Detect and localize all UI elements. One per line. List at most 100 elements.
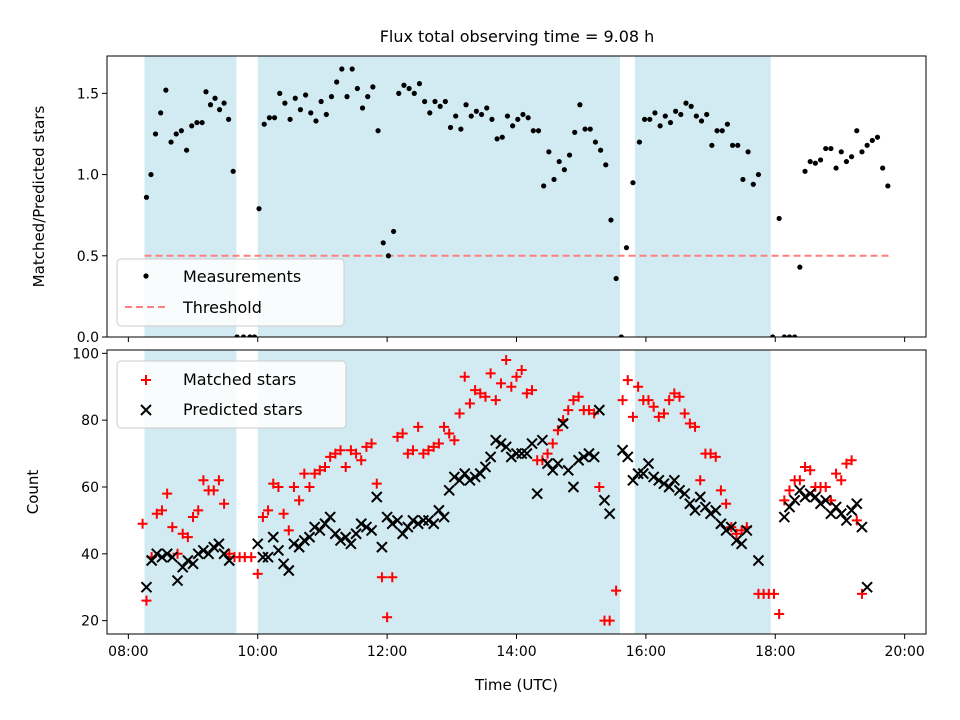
data-point (841, 458, 852, 469)
data-point (597, 147, 604, 153)
data-point (618, 334, 624, 337)
data-point (653, 411, 664, 422)
data-point (489, 116, 495, 122)
data-point (173, 131, 179, 137)
data-point (823, 145, 829, 152)
data-point (376, 541, 388, 553)
data-point (459, 371, 470, 382)
data-point (277, 90, 283, 96)
legend-label-measurements: Measurements (183, 267, 301, 286)
data-point (710, 451, 721, 462)
data-point (423, 445, 434, 456)
data-point (203, 89, 209, 95)
data-point (577, 102, 583, 108)
data-point (648, 401, 659, 412)
data-point (511, 371, 522, 382)
data-point (308, 110, 314, 116)
legend-marker-matched (141, 375, 151, 385)
data-point (515, 447, 528, 460)
data-point (587, 126, 593, 132)
data-point (794, 475, 805, 486)
data-point (719, 128, 725, 134)
data-point (314, 524, 326, 537)
data-point (221, 100, 227, 106)
legend-marker-measurements (143, 273, 149, 279)
data-point (781, 334, 787, 337)
x-axis-label: Time (UTC) (474, 676, 558, 694)
data-point (340, 461, 351, 472)
data-point (283, 525, 294, 536)
data-point (468, 113, 474, 119)
data-point (547, 438, 558, 449)
data-point (689, 504, 701, 517)
legend-box (116, 258, 345, 327)
data-point (365, 94, 371, 100)
data-point (495, 378, 506, 389)
data-point (484, 105, 490, 111)
data-point (145, 554, 158, 567)
data-point (547, 464, 559, 476)
data-point (820, 494, 832, 507)
data-point (268, 478, 279, 489)
data-point (371, 478, 382, 489)
data-point (647, 116, 653, 122)
data-point (641, 116, 648, 122)
data-point (402, 521, 414, 533)
data-point (643, 395, 654, 406)
y-tick-label: 20 (81, 614, 99, 630)
data-point (344, 94, 350, 100)
data-point (334, 79, 340, 85)
data-point (836, 475, 847, 486)
data-point (552, 457, 564, 470)
data-point (251, 334, 258, 337)
data-point (856, 588, 867, 599)
data-point (354, 85, 360, 92)
y-axis-label: Matched/Predicted stars (30, 106, 48, 288)
data-point (161, 548, 173, 560)
y-tick-label: 60 (81, 480, 99, 496)
data-point (556, 158, 562, 165)
data-point (611, 585, 622, 596)
data-point (721, 498, 732, 509)
data-point (313, 118, 319, 124)
data-point (141, 595, 152, 606)
data-point (380, 240, 386, 246)
data-point (324, 511, 336, 523)
data-point (252, 538, 264, 550)
data-point (516, 365, 527, 376)
data-point (246, 552, 257, 563)
data-point (442, 98, 448, 105)
data-point (418, 448, 429, 459)
y-tick-label: 1.0 (77, 168, 99, 184)
data-point (480, 391, 491, 402)
data-point (230, 168, 236, 174)
data-point (679, 408, 690, 419)
data-point (856, 521, 868, 533)
data-point (288, 481, 299, 492)
plot-area (137, 350, 873, 634)
y-tick-label: 0.0 (77, 330, 99, 346)
data-point (589, 408, 600, 419)
data-point (339, 66, 345, 72)
data-point (386, 518, 398, 530)
data-point (224, 548, 235, 559)
data-point (283, 564, 295, 577)
data-point (148, 171, 154, 178)
data-point (202, 548, 215, 560)
data-point (566, 152, 573, 158)
data-point (551, 176, 557, 183)
data-point (820, 481, 831, 492)
data-point (608, 217, 614, 223)
data-point (735, 538, 748, 550)
data-point (406, 85, 412, 92)
y-tick-label: 0.5 (77, 249, 99, 265)
data-point (583, 405, 594, 416)
data-point (720, 524, 732, 537)
data-point (413, 421, 424, 432)
data-point (730, 534, 743, 547)
x-tick-label: 12:00 (367, 644, 407, 660)
data-point (833, 165, 839, 171)
data-point (263, 505, 274, 516)
data-point (731, 528, 742, 539)
data-point (151, 548, 163, 560)
